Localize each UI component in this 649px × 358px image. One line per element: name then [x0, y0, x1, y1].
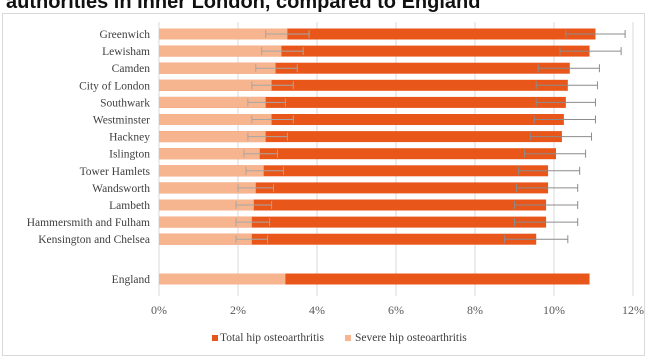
bar-total: [159, 114, 564, 125]
bar-total: [159, 28, 596, 40]
bar-total: [159, 96, 566, 108]
bar-total: [159, 273, 590, 285]
x-tick-label: 4%: [309, 303, 325, 317]
bar-total: [159, 199, 547, 211]
bar-severe: [159, 28, 288, 40]
bar-severe: [159, 199, 254, 211]
bar-severe: [159, 96, 266, 108]
category-label: Camden: [112, 63, 151, 75]
bar-severe: [159, 45, 282, 57]
category-label: Wandsworth: [92, 183, 150, 195]
bar-total: [159, 233, 537, 245]
bar-total: [159, 45, 590, 57]
legend-label-severe: Severe hip osteoarthritis: [355, 332, 467, 344]
bar-severe: [159, 233, 252, 245]
bar-severe: [159, 273, 286, 285]
bar-severe: [159, 62, 276, 74]
category-label: Westminster: [93, 115, 150, 127]
error-bars: [235, 30, 626, 244]
category-labels: Greenwich Lewisham Camden City of London Sou…: [27, 29, 151, 286]
bar-severe: [159, 148, 260, 160]
bar-severe: [159, 114, 272, 125]
category-label: Tower Hamlets: [80, 166, 151, 178]
bar-total: [159, 216, 547, 228]
category-label: Islington: [109, 149, 150, 161]
bar-severe: [159, 216, 252, 228]
bars: [159, 28, 596, 285]
category-label: England: [112, 274, 151, 286]
bar-severe: [159, 182, 256, 194]
bar-severe: [159, 131, 266, 143]
legend-swatch-total: [212, 335, 218, 341]
category-label: Southwark: [100, 97, 150, 109]
x-tick-label: 8%: [467, 303, 483, 317]
category-label: Hackney: [109, 132, 150, 144]
x-tick-label: 0%: [151, 303, 167, 317]
x-axis-tick-labels: 0% 2% 4% 6% 8% 10% 12%: [151, 303, 644, 317]
legend-label-total: Total hip osteoarthritis: [220, 332, 324, 344]
bar-severe: [159, 79, 272, 91]
category-label: Greenwich: [100, 29, 151, 41]
category-label: City of London: [79, 80, 150, 92]
bar-total: [159, 148, 556, 160]
bar-total: [159, 79, 568, 91]
legend-swatch-severe: [345, 335, 351, 341]
category-label: Kensington and Chelsea: [38, 234, 150, 246]
x-tick-label: 12%: [622, 303, 644, 317]
category-label: Hammersmith and Fulham: [27, 217, 150, 229]
bar-total: [159, 131, 562, 143]
page-title: authorities in Inner London, compared to…: [6, 0, 481, 13]
category-label: Lewisham: [102, 46, 150, 58]
bar-total: [159, 62, 570, 74]
x-tick-label: 6%: [388, 303, 404, 317]
legend: Total hip osteoarthritis Severe hip oste…: [212, 332, 467, 344]
x-tick-label: 2%: [230, 303, 246, 317]
bar-total: [159, 165, 549, 177]
bar-severe: [159, 165, 264, 177]
x-tick-label: 10%: [543, 303, 565, 317]
category-label: Lambeth: [109, 200, 150, 212]
bar-total: [159, 182, 549, 194]
